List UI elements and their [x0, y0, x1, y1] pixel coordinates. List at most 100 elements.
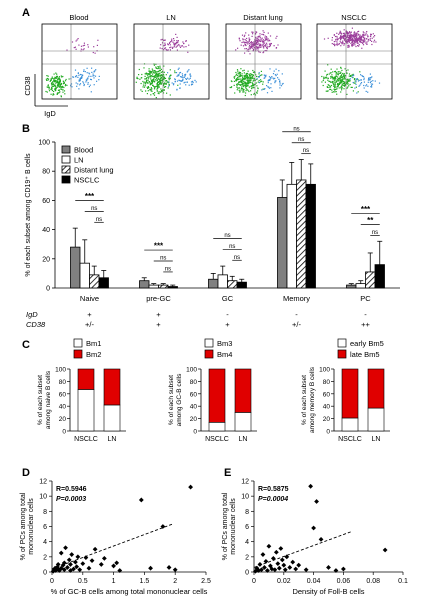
flow-event-dot	[330, 75, 332, 78]
flow-event-dot	[250, 43, 252, 45]
flow-event-dot	[349, 34, 351, 36]
flow-event-dot	[52, 93, 54, 95]
x-category-label: Memory	[283, 294, 310, 303]
flow-event-dot	[64, 93, 66, 95]
flow-event-dot	[257, 76, 259, 78]
flow-event-dot	[92, 73, 94, 75]
significance-mark: ns	[298, 137, 304, 143]
flow-event-dot	[262, 34, 265, 36]
flow-event-dot	[144, 73, 146, 75]
flow-event-dot	[135, 81, 137, 83]
flow-event-dot	[146, 81, 148, 83]
y-axis-label: % of each subset	[37, 375, 44, 425]
flow-event-dot	[330, 84, 333, 87]
stacked-bar-segment	[77, 389, 95, 432]
flow-event-dot	[324, 77, 326, 79]
flow-event-dot	[369, 36, 372, 38]
flow-event-dot	[244, 41, 247, 44]
flow-event-dot	[146, 72, 148, 75]
flow-event-dot	[58, 92, 60, 94]
flow-event-dot	[270, 77, 272, 79]
y-tick-label: 20	[323, 416, 331, 423]
flow-event-dot	[82, 45, 84, 47]
flow-event-dot	[83, 82, 85, 84]
flow-event-dot	[63, 81, 65, 83]
flow-event-dot	[276, 73, 278, 75]
flow-event-dot	[333, 78, 336, 80]
flow-event-dot	[263, 51, 265, 53]
flow-event-dot	[155, 74, 157, 76]
x-tick-label: 0.02	[277, 578, 291, 585]
flow-event-dot	[363, 39, 365, 41]
flow-event-dot	[264, 35, 266, 37]
flow-event-dot	[371, 43, 373, 46]
flow-event-dot	[253, 41, 255, 43]
flow-event-dot	[335, 44, 337, 46]
flow-event-dot	[168, 79, 170, 81]
flow-event-dot	[336, 35, 338, 38]
flow-event-dot	[171, 40, 173, 42]
y-axis-label: % of PCs among total	[20, 492, 27, 560]
flow-event-dot	[151, 75, 153, 77]
flow-event-dot	[55, 82, 57, 84]
flow-plot-title: LN	[166, 13, 176, 22]
flow-event-dot	[339, 78, 341, 80]
flow-event-dot	[264, 50, 266, 52]
flow-event-dot	[373, 39, 376, 41]
flow-event-dot	[241, 79, 243, 81]
stacked-bar-segment	[341, 368, 359, 419]
phenotype-value: +	[156, 310, 161, 319]
flow-event-dot	[156, 73, 158, 75]
flow-event-dot	[167, 81, 170, 83]
flow-event-dot	[341, 80, 343, 82]
flow-event-dot	[348, 45, 350, 47]
flow-event-dot	[337, 79, 339, 81]
flow-event-dot	[175, 42, 177, 44]
flow-event-dot	[345, 75, 347, 77]
flow-event-dot	[246, 82, 248, 84]
flow-event-dot	[252, 71, 255, 73]
flow-event-dot	[63, 90, 66, 92]
flow-event-dot	[158, 85, 160, 87]
flow-event-dot	[90, 75, 92, 77]
bar	[227, 280, 238, 289]
flow-event-dot	[279, 81, 281, 83]
flow-event-dot	[157, 74, 159, 76]
flow-event-dot	[53, 73, 55, 75]
flow-event-dot	[324, 76, 326, 78]
data-point	[66, 557, 72, 563]
flow-ylabel-cd38: CD38	[23, 76, 32, 95]
flow-event-dot	[366, 34, 368, 36]
flow-event-dot	[87, 77, 89, 79]
flow-event-dot	[171, 38, 173, 40]
flow-event-dot	[363, 77, 365, 79]
flow-event-dot	[340, 67, 342, 69]
flow-event-dot	[331, 89, 333, 91]
flow-event-dot	[337, 76, 339, 78]
flow-event-dot	[158, 67, 160, 69]
flow-event-dot	[171, 82, 173, 84]
flow-event-dot	[237, 47, 239, 49]
flow-event-dot	[336, 43, 338, 45]
flow-event-dot	[371, 85, 373, 87]
flow-event-dot	[366, 43, 368, 45]
flow-event-dot	[244, 84, 246, 86]
flow-event-dot	[363, 32, 365, 34]
flow-event-dot	[179, 87, 181, 89]
flow-event-dot	[177, 40, 179, 42]
data-point	[55, 562, 61, 567]
flow-event-dot	[332, 77, 334, 79]
flow-event-dot	[282, 82, 284, 85]
flow-event-dot	[251, 31, 253, 33]
flow-event-dot	[252, 49, 254, 51]
flow-event-dot	[242, 75, 244, 77]
data-point	[69, 552, 75, 557]
flow-event-dot	[158, 66, 160, 68]
flow-event-dot	[57, 81, 59, 83]
flow-event-dot	[150, 76, 152, 78]
flow-event-dot	[326, 86, 328, 88]
flow-dot-cloud	[134, 24, 209, 99]
flow-event-dot	[52, 94, 54, 96]
bar	[167, 286, 178, 289]
